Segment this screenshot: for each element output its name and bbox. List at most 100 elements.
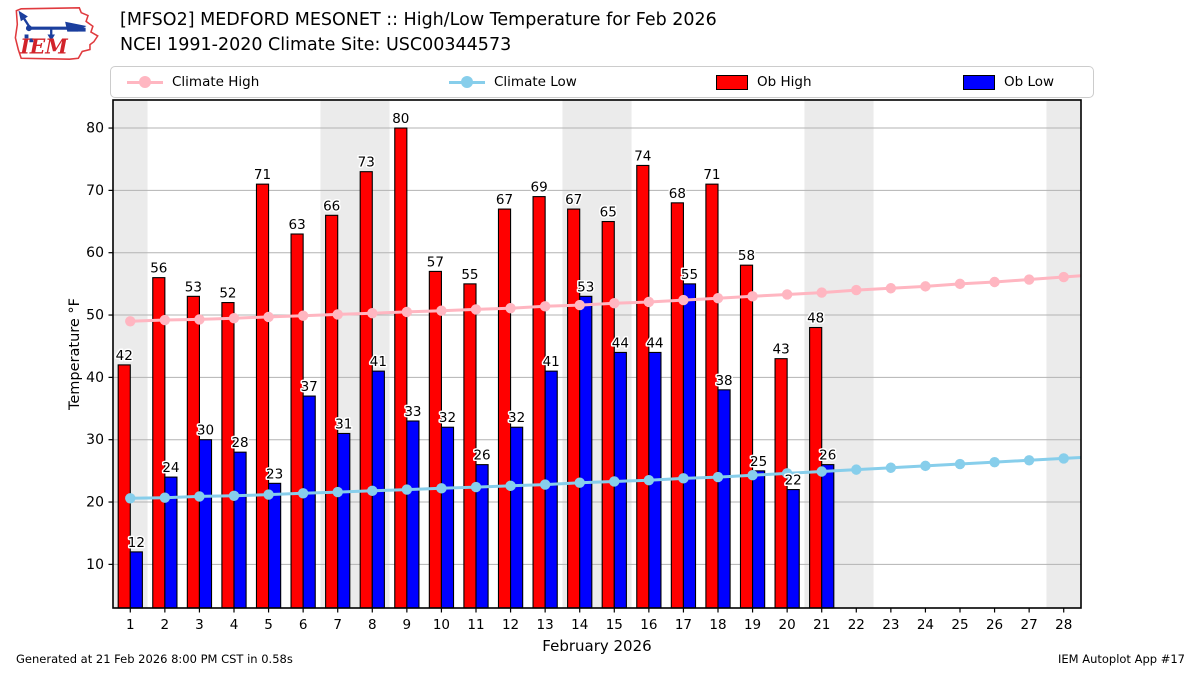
climate-high-marker: [574, 299, 585, 311]
ob-low-bar: [302, 395, 316, 609]
climate-high-marker: [1023, 274, 1035, 285]
x-tick-label: 20: [779, 617, 796, 633]
ob-low-bar: [752, 470, 766, 609]
climate-low-marker: [436, 483, 447, 494]
x-tick-label: 13: [537, 617, 554, 633]
y-tick-label: 10: [86, 557, 104, 573]
ob-high-bar: [497, 208, 512, 609]
climate-low-marker: [470, 481, 482, 493]
ob-high-bar: [567, 208, 581, 609]
climate-high-marker: [712, 293, 724, 304]
climate-high-marker: [159, 314, 171, 326]
climate-low-line-swatch-icon: [449, 76, 485, 88]
legend-item-climate-high: Climate High: [127, 67, 259, 97]
ob-low-value-label: 55: [681, 267, 698, 283]
ob-low-bar: [682, 283, 697, 609]
x-tick-label: 6: [299, 617, 308, 633]
ob-high-bar: [255, 183, 270, 609]
climate-high-marker: [125, 316, 136, 327]
climate-high-marker: [747, 291, 758, 302]
ob-low-value-label: 44: [646, 335, 663, 351]
ob-high-value-label: 80: [392, 111, 409, 127]
weather-vane-icon: [18, 10, 87, 43]
climate-high-marker: [781, 289, 793, 300]
x-tick-label: 15: [606, 617, 623, 633]
x-tick-label: 1: [126, 617, 135, 633]
ob-high-value-label: 71: [254, 167, 271, 183]
ob-high-value-label: 73: [358, 155, 375, 171]
ob-low-value-label: 25: [750, 454, 767, 470]
climate-high-marker: [539, 301, 551, 312]
climate-low-marker: [1058, 453, 1069, 464]
x-tick-label: 16: [640, 617, 657, 633]
climate-high-marker: [920, 281, 931, 292]
climate-low-marker: [851, 464, 862, 475]
ob-high-bar: [670, 202, 684, 609]
ob-low-value-label: 38: [715, 373, 732, 389]
x-tick-label: 25: [951, 617, 968, 633]
ob-low-value-label: 41: [543, 354, 560, 370]
ob-high-value-label: 74: [634, 148, 651, 164]
ob-high-value-label: 67: [496, 192, 513, 208]
climate-high-marker: [228, 312, 240, 324]
climate-low-marker: [263, 489, 274, 500]
app-credit: IEM Autoplot App #17: [1057, 652, 1185, 666]
climate-low-marker: [505, 480, 516, 492]
ob-high-bar: [117, 364, 131, 609]
chart-title: [MFSO2] MEDFORD MESONET :: High/Low Temp…: [120, 10, 717, 30]
ob-low-bar: [198, 439, 213, 609]
climate-low-marker: [539, 479, 551, 490]
title-block: [MFSO2] MEDFORD MESONET :: High/Low Temp…: [120, 8, 717, 58]
ob-low-value-label: 26: [819, 448, 836, 464]
climate-high-marker: [609, 298, 620, 309]
ob-high-bar: [601, 220, 615, 609]
legend-label: Climate Low: [494, 74, 577, 90]
x-tick-label: 17: [675, 617, 692, 633]
iem-logo: IEM: [14, 7, 99, 60]
ob-low-value-label: 12: [128, 535, 145, 551]
climate-high-marker: [332, 309, 343, 320]
ob-low-value-label: 22: [785, 473, 802, 489]
ob-high-bar: [532, 196, 546, 609]
ob-high-bar: [636, 164, 650, 609]
x-tick-label: 26: [986, 617, 1003, 633]
ob-low-bar: [233, 451, 247, 609]
climate-high-marker: [436, 305, 447, 316]
climate-low-marker: [678, 473, 689, 484]
x-tick-label: 28: [1055, 617, 1072, 633]
ob-high-value-label: 68: [669, 186, 686, 202]
x-tick-label: 4: [230, 617, 239, 633]
x-axis-title: February 2026: [542, 637, 651, 655]
ob-high-value-label: 55: [461, 267, 478, 283]
climate-low-marker: [781, 468, 793, 479]
climate-high-line-swatch-icon: [127, 76, 163, 88]
x-tick-label: 19: [744, 617, 761, 633]
y-axis-title: Temperature °F: [67, 298, 83, 411]
ob-high-bar: [739, 264, 754, 609]
ob-high-swatch-icon: [716, 74, 748, 90]
legend-item-ob-high: Ob High: [716, 67, 812, 97]
climate-high-marker: [470, 304, 482, 315]
ob-low-value-label: 37: [301, 379, 318, 395]
ob-low-value-label: 30: [197, 423, 214, 439]
climate-low-marker: [401, 484, 413, 495]
ob-high-value-label: 57: [427, 254, 444, 270]
ob-high-value-label: 69: [530, 180, 547, 196]
climate-high-marker: [816, 287, 827, 298]
ob-high-bar: [152, 277, 166, 609]
climate-high-marker: [505, 302, 516, 314]
iem-logo-text: IEM: [19, 34, 68, 58]
ob-low-value-label: 31: [335, 416, 352, 432]
ob-high-value-label: 48: [807, 311, 824, 327]
climate-low-marker: [989, 456, 1000, 468]
x-tick-label: 14: [571, 617, 588, 633]
x-tick-label: 10: [433, 617, 450, 633]
ob-low-bar: [821, 464, 835, 609]
ob-low-value-label: 33: [404, 404, 421, 420]
ob-low-value-label: 44: [612, 335, 629, 351]
ob-high-bar: [290, 233, 304, 609]
ob-low-value-label: 26: [473, 448, 490, 464]
ob-high-value-label: 53: [185, 279, 202, 295]
climate-high-marker: [401, 306, 413, 318]
y-tick-label: 40: [86, 370, 104, 386]
